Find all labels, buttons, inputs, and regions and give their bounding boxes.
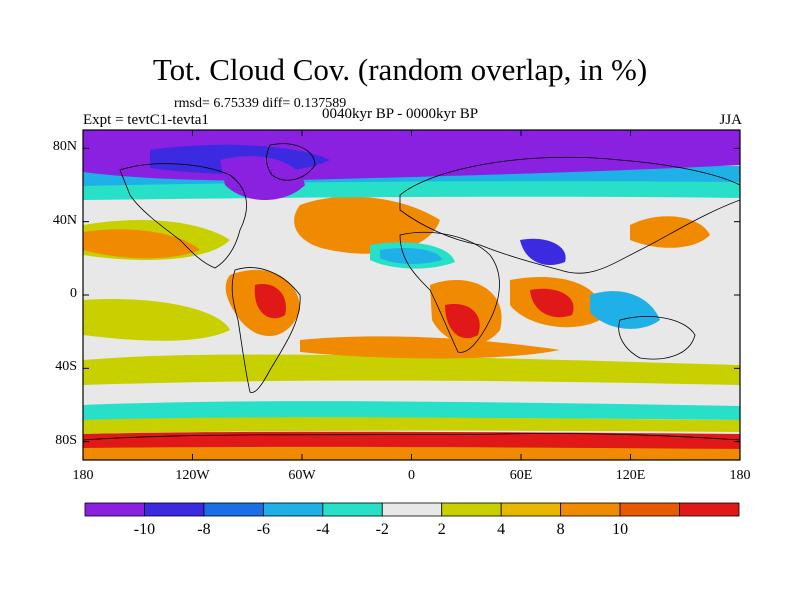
longitude-tick-marks: [82, 130, 741, 460]
field-orange-antarctic: [83, 446, 740, 460]
coastline-greenland: [266, 143, 316, 181]
map-field: [83, 130, 740, 460]
colorbar-box-10: [679, 502, 740, 517]
colorbar: [84, 502, 740, 517]
field-red-africa: [445, 304, 480, 339]
lon-label-0: 180: [72, 468, 94, 483]
coastline-australia: [618, 316, 696, 360]
lat-label-2: 0: [70, 286, 77, 301]
experiment-label: Expt = tevtC1-tevta1: [83, 112, 209, 128]
field-cyan-southern-ocean: [83, 401, 740, 420]
field-yellow-antarctic-coast: [83, 417, 740, 434]
field-orange-north-atlantic: [294, 196, 440, 254]
colorbar-label-0: -10: [133, 521, 156, 538]
lon-label-5: 120E: [615, 468, 646, 483]
coastlines: [83, 143, 740, 441]
colorbar-box-7: [500, 502, 562, 517]
field-red-indian-ocean: [530, 288, 574, 318]
lon-label-4: 60E: [509, 468, 533, 483]
lat-label-0: 80N: [52, 139, 77, 155]
rmsd-diff-stats: rmsd= 6.75339 diff= 0.137589: [174, 96, 347, 111]
colorbar-label-8: 10: [612, 521, 629, 538]
colorbar-box-4: [322, 502, 383, 517]
colorbar-label-1: -8: [197, 521, 211, 538]
colorbar-label-6: 4: [497, 521, 506, 538]
colorbar-box-1: [144, 502, 205, 517]
lat-label-1: 40N: [52, 212, 77, 228]
lon-label-3: 0: [408, 468, 415, 483]
coastline-south-america: [231, 267, 301, 393]
coastline-africa: [399, 232, 500, 353]
lon-label-2: 60W: [288, 468, 316, 483]
colorbar-label-2: -6: [256, 521, 271, 538]
field-red-antarctic: [83, 431, 740, 452]
colorbar-box-8: [560, 502, 621, 517]
field-purple-greenland: [220, 156, 305, 200]
lat-label-3: 40S: [55, 359, 77, 375]
map-title: Tot. Cloud Cov. (random overlap, in %): [152, 52, 648, 87]
field-cyan-maritime-continent: [590, 291, 660, 329]
colorbar-box-0: [84, 502, 145, 517]
field-blue-tropical-atlantic: [380, 248, 442, 264]
coastline-north-america: [119, 163, 247, 269]
field-yellow-south-pacific: [83, 299, 230, 341]
colorbar-label-4: -2: [375, 521, 389, 538]
period-label: 0040kyr BP - 0000kyr BP: [322, 106, 479, 122]
latitude-tick-marks: [83, 147, 740, 443]
coastline-eurasia: [399, 156, 740, 274]
field-orange-west-pacific: [630, 216, 710, 248]
field-orange-east-pacific: [83, 229, 200, 259]
colorbar-box-6: [441, 502, 502, 517]
colorbar-box-3: [262, 502, 324, 517]
field-orange-southern-band: [300, 336, 560, 359]
lon-label-1: 120W: [175, 468, 210, 483]
colorbar-box-2: [203, 502, 264, 517]
colorbar-label-7: 8: [556, 521, 565, 538]
field-purple-south-asia: [520, 238, 566, 266]
field-red-south-america: [254, 284, 286, 319]
colorbar-label-5: 2: [437, 521, 446, 538]
colorbar-box-5: [381, 502, 443, 517]
season-label: JJA: [719, 112, 742, 128]
colorbar-label-3: -4: [316, 521, 330, 538]
lat-label-4: 80S: [55, 432, 77, 448]
colorbar-box-9: [619, 502, 680, 517]
coastline-antarctica: [83, 433, 740, 441]
lon-label-6: 180: [729, 468, 751, 483]
